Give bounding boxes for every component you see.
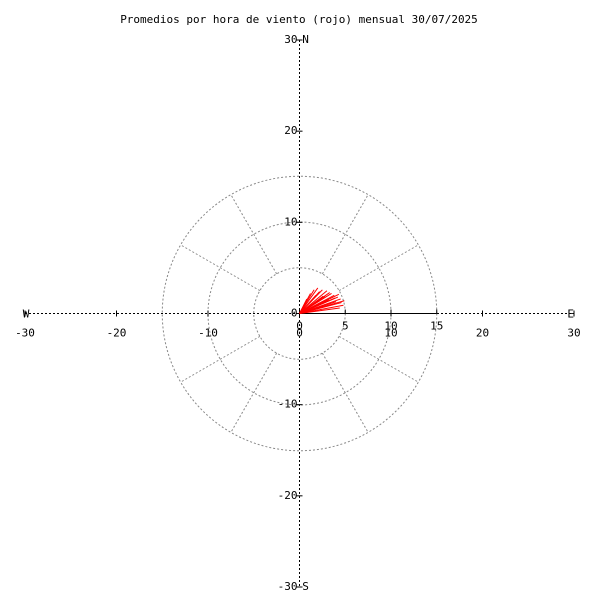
y-tick-label: -10 bbox=[278, 398, 298, 411]
y-tick-label: 20 bbox=[284, 124, 297, 137]
chart-title: Promedios por hora de viento (rojo) mens… bbox=[120, 13, 478, 26]
x-tick-label: 10 bbox=[384, 327, 397, 340]
wind-vector bbox=[299, 300, 345, 314]
wind-vector bbox=[299, 298, 308, 314]
compass-label: N bbox=[302, 33, 309, 46]
polar-spoke bbox=[230, 352, 278, 433]
x-tick-label: 20 bbox=[476, 327, 489, 340]
wind-vector bbox=[299, 295, 324, 314]
wind-vector bbox=[299, 294, 317, 314]
polar-spoke bbox=[180, 335, 261, 383]
y-tick-label: 30 bbox=[284, 33, 297, 46]
polar-spoke bbox=[321, 194, 369, 275]
r-tick-label: 0 bbox=[296, 320, 303, 333]
r-tick-label: 10 bbox=[384, 320, 397, 333]
polar-spoke bbox=[230, 194, 278, 275]
r-tick-label: 15 bbox=[430, 320, 443, 333]
wind-vector bbox=[299, 297, 336, 314]
x-tick-label: 30 bbox=[567, 327, 580, 340]
y-tick-label: 0 bbox=[291, 307, 298, 320]
wind-vector bbox=[299, 307, 340, 314]
polar-spoke bbox=[321, 352, 369, 433]
x-tick-label: 0 bbox=[296, 327, 303, 340]
y-tick-label: 10 bbox=[284, 215, 297, 228]
x-tick-label: -30 bbox=[15, 327, 35, 340]
y-tick-label: -20 bbox=[278, 489, 298, 502]
compass-label: W bbox=[23, 308, 30, 321]
x-tick-label: -20 bbox=[107, 327, 127, 340]
polar-spoke bbox=[180, 244, 261, 292]
compass-label: S bbox=[302, 580, 309, 593]
polar-spoke bbox=[338, 244, 419, 292]
polar-spoke bbox=[338, 335, 419, 383]
r-tick-label: 5 bbox=[342, 320, 349, 333]
compass-label: E bbox=[567, 308, 574, 321]
y-tick-label: -30 bbox=[278, 580, 298, 593]
x-tick-label: -10 bbox=[198, 327, 218, 340]
